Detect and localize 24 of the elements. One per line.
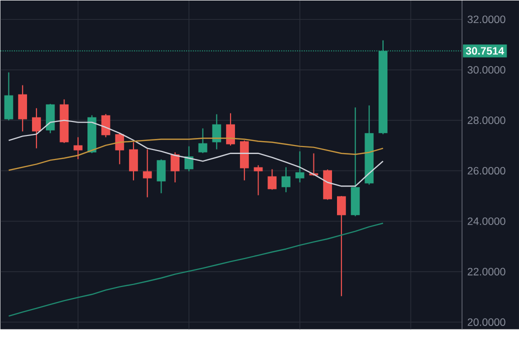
candlestick — [226, 112, 235, 146]
candlestick — [268, 168, 277, 190]
candlestick — [74, 136, 82, 160]
y-tick-label: 30.0000 — [468, 66, 506, 74]
candlestick — [156, 159, 166, 194]
candlestick — [282, 166, 290, 193]
candlestick — [115, 132, 124, 165]
y-tick-label: 22.0000 — [468, 268, 506, 276]
candlestick — [142, 148, 152, 198]
candlestick — [295, 151, 304, 184]
candlestick — [129, 142, 138, 182]
candlestick — [4, 72, 14, 122]
y-tick-label: 32.0000 — [468, 16, 506, 24]
candlestick — [198, 128, 208, 154]
y-tick-label: 28.0000 — [468, 116, 506, 124]
y-tick-label: 24.0000 — [468, 218, 506, 226]
y-tick-label: 26.0000 — [468, 167, 506, 175]
candlestick — [212, 114, 222, 150]
candlestick — [337, 196, 346, 297]
candlestick — [32, 108, 41, 150]
candlestick — [254, 164, 263, 196]
candlestick — [170, 152, 180, 184]
y-tick-label: 20.0000 — [468, 318, 506, 326]
ref-line-label: 30.7514 — [466, 47, 504, 55]
